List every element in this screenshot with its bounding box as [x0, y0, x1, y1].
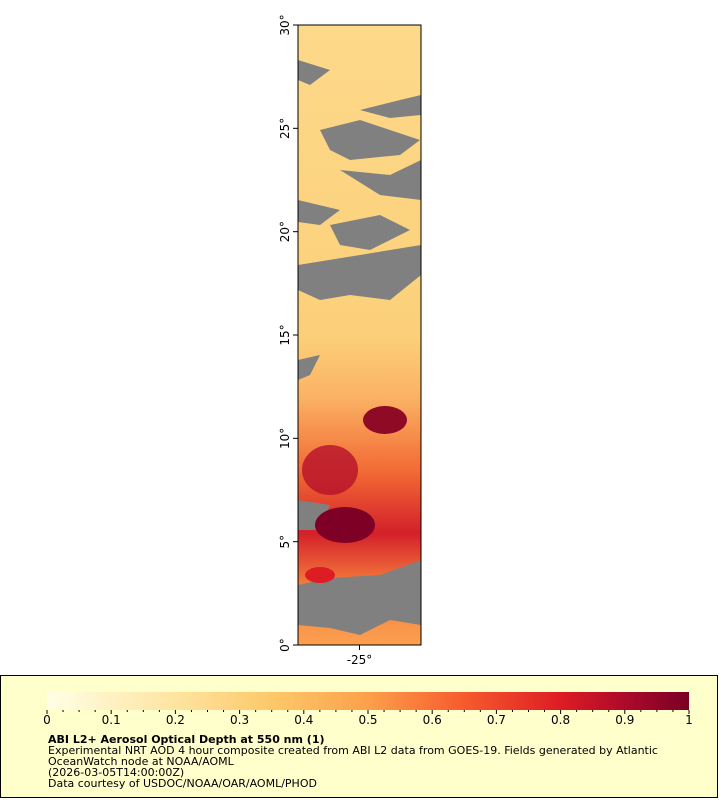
colorbar-tick-label: 0.9	[615, 713, 634, 727]
colorbar-tick-label: 0.1	[102, 713, 121, 727]
legend-line: (2026-03-05T14:00:00Z)	[48, 766, 184, 779]
map-image	[298, 25, 421, 645]
colorbar	[47, 692, 689, 710]
lat-tick-label: 5°	[278, 535, 292, 549]
legend-line: OceanWatch node at NOAA/AOML	[48, 755, 235, 768]
colorbar-tick-label: 0.5	[358, 713, 377, 727]
lat-tick-label: 30°	[278, 14, 292, 35]
colorbar-tick-label: 0.6	[423, 713, 442, 727]
colorbar-tick-label: 0.7	[487, 713, 506, 727]
lat-tick-label: 0°	[278, 638, 292, 652]
legend-title: ABI L2+ Aerosol Optical Depth at 550 nm …	[48, 733, 325, 746]
colorbar-tick-label: 1	[685, 713, 693, 727]
lat-tick-label: 25°	[278, 118, 292, 139]
colorbar-tick-label: 0.8	[551, 713, 570, 727]
legend-line: Data courtesy of USDOC/NOAA/OAR/AOML/PHO…	[48, 777, 317, 790]
colorbar-tick-label: 0	[43, 713, 51, 727]
lat-tick-label: 20°	[278, 221, 292, 242]
colorbar-tick-label: 0.3	[230, 713, 249, 727]
lat-tick-label: 15°	[278, 324, 292, 345]
lat-tick-label: 10°	[278, 428, 292, 449]
lon-tick-label: -25°	[347, 653, 373, 667]
legend-line: Experimental NRT AOD 4 hour composite cr…	[48, 744, 658, 757]
colorbar-tick-label: 0.2	[166, 713, 185, 727]
colorbar-tick-label: 0.4	[294, 713, 313, 727]
